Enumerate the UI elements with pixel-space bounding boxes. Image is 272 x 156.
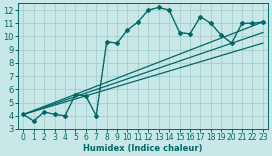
X-axis label: Humidex (Indice chaleur): Humidex (Indice chaleur): [84, 144, 203, 153]
